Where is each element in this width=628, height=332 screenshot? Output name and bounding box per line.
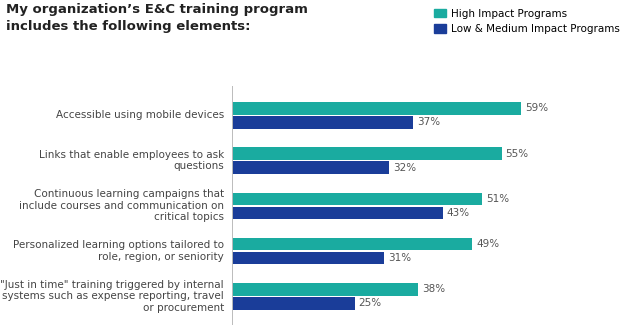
Bar [232,207,443,219]
Text: My organization’s E&C training program
includes the following elements:: My organization’s E&C training program i… [6,3,308,33]
Bar [232,116,413,129]
Text: 55%: 55% [506,149,529,159]
Text: 32%: 32% [393,163,416,173]
Text: 59%: 59% [525,104,548,114]
Bar [232,252,384,264]
Text: 51%: 51% [486,194,509,204]
Bar [232,238,472,250]
Bar [232,283,418,295]
Text: 25%: 25% [359,298,382,308]
Bar [232,193,482,205]
Bar [232,147,502,160]
Text: 43%: 43% [447,208,470,218]
Bar [232,161,389,174]
Legend: High Impact Programs, Low & Medium Impact Programs: High Impact Programs, Low & Medium Impac… [434,9,620,34]
Text: 37%: 37% [418,118,440,127]
Text: 31%: 31% [388,253,411,263]
Text: 38%: 38% [422,284,445,294]
Text: 49%: 49% [476,239,499,249]
Bar [232,297,355,309]
Bar [232,102,521,115]
